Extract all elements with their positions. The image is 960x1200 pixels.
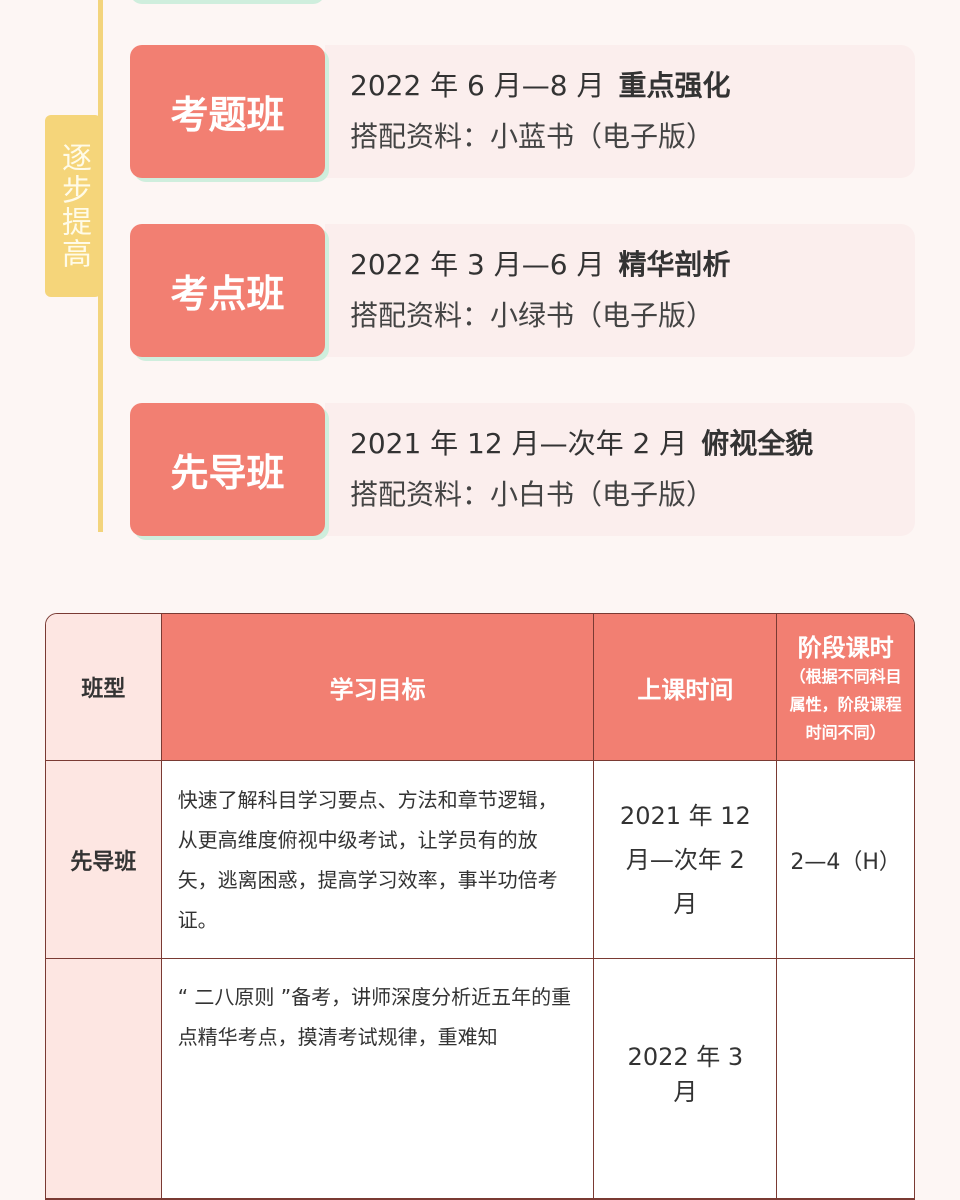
header-cell: 阶段课时 （根据不同科目属性，阶段课程时间不同） [777, 614, 914, 761]
material: 搭配资料：小蓝书（电子版） [350, 120, 715, 153]
cell [46, 959, 162, 1199]
period: 2022 年 3 月—6 月精华剖析 [350, 245, 731, 285]
material: 搭配资料：小白书（电子版） [350, 478, 715, 511]
previous-card [130, 0, 325, 4]
stage-label: 逐步提高 [45, 115, 101, 297]
period-text: 2021 年 12 月—次年 2 月 [350, 427, 688, 460]
period-text: 2022 年 3 月—6 月 [350, 248, 605, 281]
focus: 重点强化 [618, 69, 731, 102]
header-cell: 班型 [46, 614, 162, 761]
table-row: 先导班 快速了解科目学习要点、方法和章节逻辑，从更高维度俯视中级考试，让学员有的… [46, 761, 914, 959]
card-panel [325, 45, 915, 178]
cell: 2022 年 3 月 [594, 959, 778, 1199]
focus: 精华剖析 [618, 248, 731, 281]
table-row: “ 二八原则 ”备考，讲师深度分析近五年的重点精华考点，摸清考试规律，重难知 2… [46, 959, 914, 1199]
cell: 2021 年 12 月—次年 2 月 [594, 761, 778, 959]
page-body: 逐步提高 考题班 2022 年 6 月—8 月重点强化 搭配资料：小蓝书（电子版… [45, 0, 915, 1200]
class-badge: 先导班 [130, 403, 325, 536]
page: {"stages": {"label": "逐步提高", "items": [ … [45, 0, 915, 1200]
card-panel [325, 403, 915, 536]
cell: 快速了解科目学习要点、方法和章节逻辑，从更高维度俯视中级考试，让学员有的放矢，逃… [161, 761, 595, 959]
period-text: 2022 年 6 月—8 月 [350, 69, 605, 102]
period: 2021 年 12 月—次年 2 月俯视全貌 [350, 424, 813, 464]
course-table: 班型 学习目标 上课时间 阶段课时 （根据不同科目属性，阶段课程时间不同） 先导班… [45, 613, 915, 1200]
cell: 先导班 [46, 761, 162, 959]
class-badge: 考题班 [130, 45, 325, 178]
header-row: 班型 学习目标 上课时间 阶段课时 （根据不同科目属性，阶段课程时间不同） [46, 614, 914, 761]
header-note: （根据不同科目属性，阶段课程时间不同） [789, 666, 902, 742]
card-panel [325, 224, 915, 357]
focus: 俯视全貌 [701, 427, 814, 460]
cell: “ 二八原则 ”备考，讲师深度分析近五年的重点精华考点，摸清考试规律，重难知 [161, 959, 595, 1199]
cell: 2—4（H） [777, 761, 914, 959]
header-cell: 上课时间 [594, 614, 778, 761]
cell [777, 959, 914, 1199]
header-cell: 学习目标 [161, 614, 595, 761]
class-badge: 考点班 [130, 224, 325, 357]
header-text: 阶段课时 [797, 633, 894, 662]
material: 搭配资料：小绿书（电子版） [350, 299, 715, 332]
period: 2022 年 6 月—8 月重点强化 [350, 66, 731, 106]
